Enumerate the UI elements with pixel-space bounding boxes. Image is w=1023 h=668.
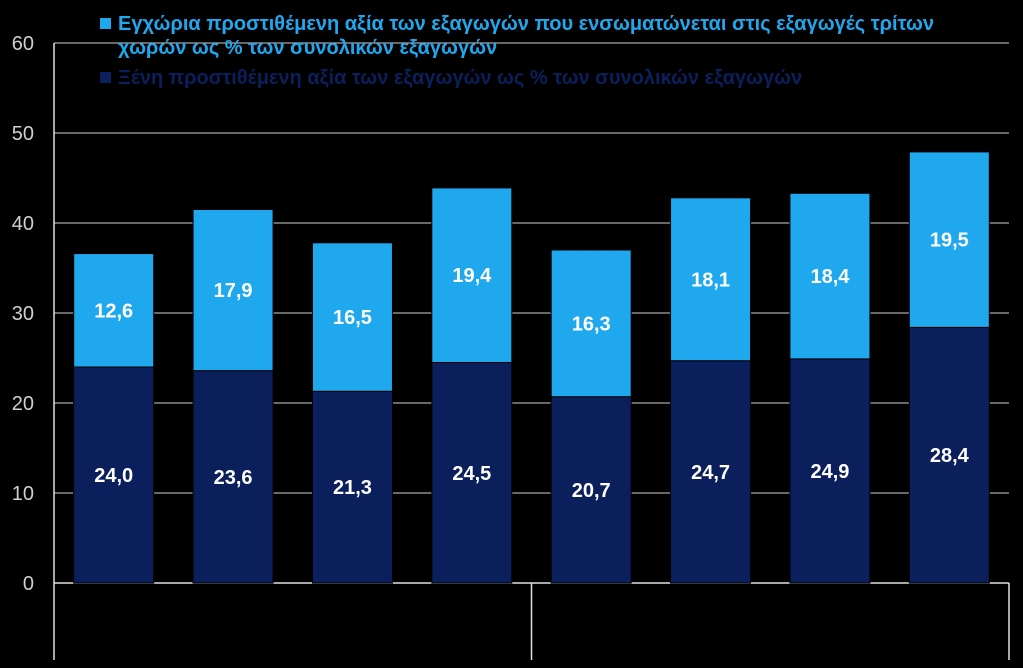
- data-label: 19,5: [930, 230, 969, 252]
- bar-segment: [908, 151, 990, 328]
- data-label: 24,0: [94, 465, 133, 487]
- bar-segment: [789, 192, 871, 360]
- bar-segment: [192, 209, 274, 372]
- legend-label-domestic: Εγχώρια προστιθέμενη αξία των εξαγωγών π…: [118, 13, 934, 59]
- legend-swatch-foreign: [100, 72, 111, 83]
- data-label: 12,6: [94, 300, 133, 322]
- data-label: 24,7: [691, 462, 730, 484]
- data-label: 21,3: [333, 477, 372, 499]
- data-label: 24,5: [452, 463, 491, 485]
- bar-segment: [550, 249, 632, 398]
- bar-segment: [431, 187, 513, 363]
- data-label: 19,4: [452, 265, 492, 287]
- data-label: 24,9: [810, 461, 849, 483]
- legend-label-foreign: Ξένη προστιθέμενη αξία των εξαγωγών ως %…: [118, 67, 803, 89]
- bar-segment: [789, 358, 871, 584]
- data-label: 28,4: [930, 445, 970, 467]
- data-label: 23,6: [214, 467, 253, 489]
- y-tick-label: 50: [12, 123, 34, 145]
- bar-segment: [311, 242, 393, 392]
- data-label: 16,5: [333, 307, 372, 329]
- legend-item-foreign: Ξένη προστιθέμενη αξία των εξαγωγών ως %…: [100, 66, 1000, 90]
- data-label: 16,3: [572, 313, 611, 335]
- bar-segment: [550, 396, 632, 584]
- y-tick-label: 40: [12, 213, 34, 235]
- bar-segment: [311, 390, 393, 584]
- data-label: 17,9: [214, 280, 253, 302]
- y-tick-label: 10: [12, 483, 34, 505]
- data-label: 18,4: [810, 266, 850, 288]
- legend-item-domestic: Εγχώρια προστιθέμενη αξία των εξαγωγών π…: [100, 12, 1000, 60]
- legend: Εγχώρια προστιθέμενη αξία των εξαγωγών π…: [100, 12, 1000, 96]
- y-tick-label: 30: [12, 303, 34, 325]
- y-tick-label: 60: [12, 33, 34, 55]
- bar-segment: [73, 253, 155, 368]
- bar-segment: [670, 360, 752, 584]
- legend-swatch-domestic: [100, 18, 111, 29]
- bar-segment: [670, 197, 752, 362]
- data-label: 18,1: [691, 269, 730, 291]
- bar-segment: [431, 362, 513, 584]
- y-tick-label: 20: [12, 393, 34, 415]
- data-label: 20,7: [572, 480, 611, 502]
- y-tick-label: 0: [23, 573, 34, 595]
- bar-segment: [192, 370, 274, 584]
